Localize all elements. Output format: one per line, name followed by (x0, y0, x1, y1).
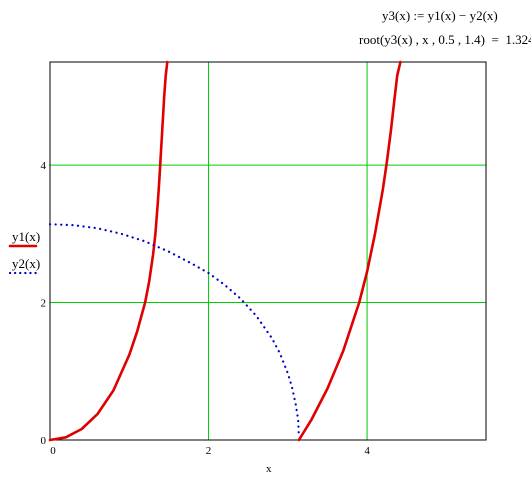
x-tick-label: 4 (364, 445, 370, 457)
tick-labels: 0 2 4 0 2 4 (41, 160, 371, 457)
grid-lines (50, 62, 486, 440)
x-tick-label: 0 (50, 445, 56, 457)
y-tick-label: 0 (41, 435, 47, 447)
x-tick-label: 2 (206, 445, 212, 457)
series-layer (48, 60, 402, 442)
y-tick-label: 4 (41, 160, 47, 172)
series-line-y2x (48, 223, 300, 438)
legend-label: y1(x) (12, 229, 40, 244)
formula-root-result[interactable]: root(y3(x) , x , 0.5 , 1.4) = 1.324 (359, 32, 531, 47)
legend-label: y2(x) (12, 256, 40, 271)
formula-definition[interactable]: y3(x) := y1(x) − y2(x) (382, 8, 498, 23)
series-line-y1x (48, 60, 169, 442)
plot-frame (49, 61, 487, 441)
y-tick-label: 2 (41, 298, 47, 310)
x-axis-label: x (266, 463, 272, 475)
legend: y1(x) y2(x) (8, 229, 40, 275)
series-line-y1x (297, 60, 402, 442)
